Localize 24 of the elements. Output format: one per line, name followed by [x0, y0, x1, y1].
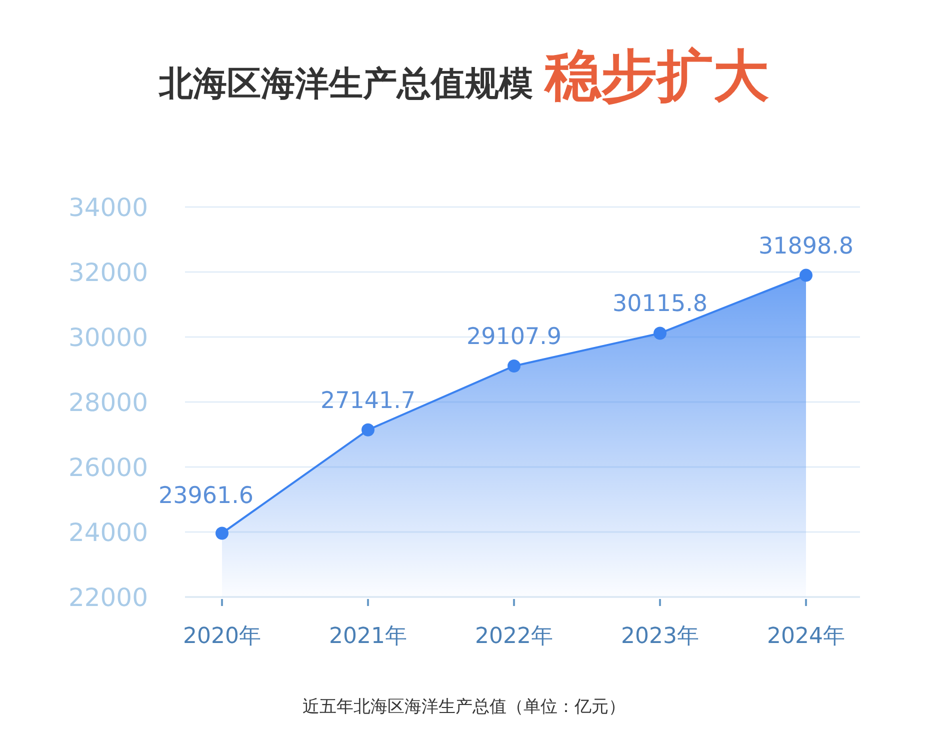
point	[800, 268, 812, 282]
y-tick-label: 30000	[68, 323, 148, 352]
y-tick-label: 24000	[68, 518, 148, 547]
x-tick-label: 2020年	[183, 624, 261, 649]
y-tick-label: 22000	[68, 583, 148, 612]
data-label: 27141.7	[320, 388, 416, 414]
y-tick-label: 26000	[68, 453, 148, 482]
text: 近五年北海区海洋生产总值（单位：亿元）	[302, 697, 626, 717]
y-tick-label: 28000	[68, 388, 148, 417]
x-tick-label: 2023年	[621, 624, 699, 649]
data-label: 23961.6	[158, 483, 254, 510]
point	[362, 423, 374, 436]
chart-title: 北海区海洋生产总值规模 稳步扩大	[158, 44, 769, 109]
x-tick-label: 2024年	[767, 624, 845, 649]
y-tick-label: 34000	[68, 193, 148, 222]
data-label: 30115.8	[612, 291, 708, 318]
point	[654, 326, 666, 340]
x-tick-label: 2022年	[475, 624, 553, 649]
point	[216, 526, 228, 540]
data-label: 29107.9	[466, 324, 562, 350]
y-tick-label: 32000	[68, 258, 148, 287]
x-tick-label: 2021年	[329, 624, 407, 649]
data-label: 31898.8	[758, 233, 854, 260]
point	[508, 359, 520, 372]
